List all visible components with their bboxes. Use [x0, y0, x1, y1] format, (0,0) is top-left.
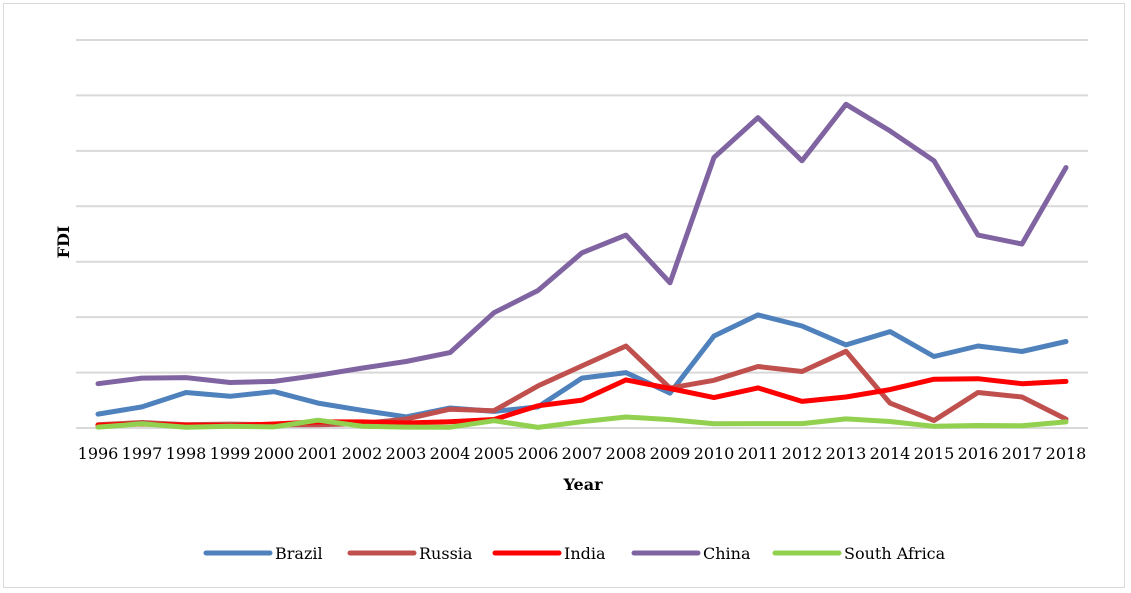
x-tick-label: 2005: [474, 444, 515, 463]
x-tick-label: 2010: [694, 444, 735, 463]
x-tick-label: 2001: [298, 444, 339, 463]
x-tick-label: 2000: [254, 444, 295, 463]
x-tick-label: 2012: [782, 444, 823, 463]
x-tick-label: 2007: [562, 444, 603, 463]
x-tick-label: 1998: [166, 444, 207, 463]
series-line-china: [95, 101, 1069, 387]
x-tick-label: 1996: [78, 444, 119, 463]
x-tick-label: 2006: [518, 444, 559, 463]
x-tick-label: 2002: [342, 444, 383, 463]
x-tick-label: 2013: [826, 444, 867, 463]
series-lines: [95, 101, 1069, 430]
legend-label: China: [703, 544, 751, 563]
x-tick-label: 2009: [650, 444, 691, 463]
x-tick-label: 2016: [958, 444, 999, 463]
legend-label: Russia: [419, 544, 473, 563]
legend-label: South Africa: [844, 544, 946, 563]
x-tick-label: 2008: [606, 444, 647, 463]
line-chart: 1996 1997 1998 1999 2000 2001 2002 2003 2004 2005…: [54, 39, 1088, 563]
legend-label: India: [564, 544, 606, 563]
chart-frame: 1996 1997 1998 1999 2000 2001 2002 2003 2004 2005…: [3, 3, 1125, 588]
x-tick-label: 2018: [1046, 444, 1087, 463]
x-tick-labels: 1996 1997 1998 1999 2000 2001 2002 2003 2004 2005…: [78, 444, 1087, 463]
legend-label: Brazil: [275, 544, 323, 563]
x-tick-label: 2015: [914, 444, 955, 463]
x-tick-label: 2004: [430, 444, 471, 463]
x-tick-label: 2011: [738, 444, 779, 463]
series-line-south-africa: [95, 414, 1069, 430]
x-tick-label: 1999: [210, 444, 251, 463]
x-tick-label: 2003: [386, 444, 427, 463]
series-line-russia: [95, 343, 1069, 428]
legend: Brazil Russia India China South Africa: [203, 544, 946, 563]
series-line-brazil: [95, 312, 1069, 420]
gridlines: [76, 39, 1088, 429]
x-axis-title: Year: [562, 475, 603, 494]
series-line-india: [95, 376, 1069, 429]
x-tick-label: 1997: [122, 444, 163, 463]
x-tick-label: 2014: [870, 444, 911, 463]
x-tick-label: 2017: [1002, 444, 1043, 463]
y-axis-title: FDI: [54, 226, 73, 259]
